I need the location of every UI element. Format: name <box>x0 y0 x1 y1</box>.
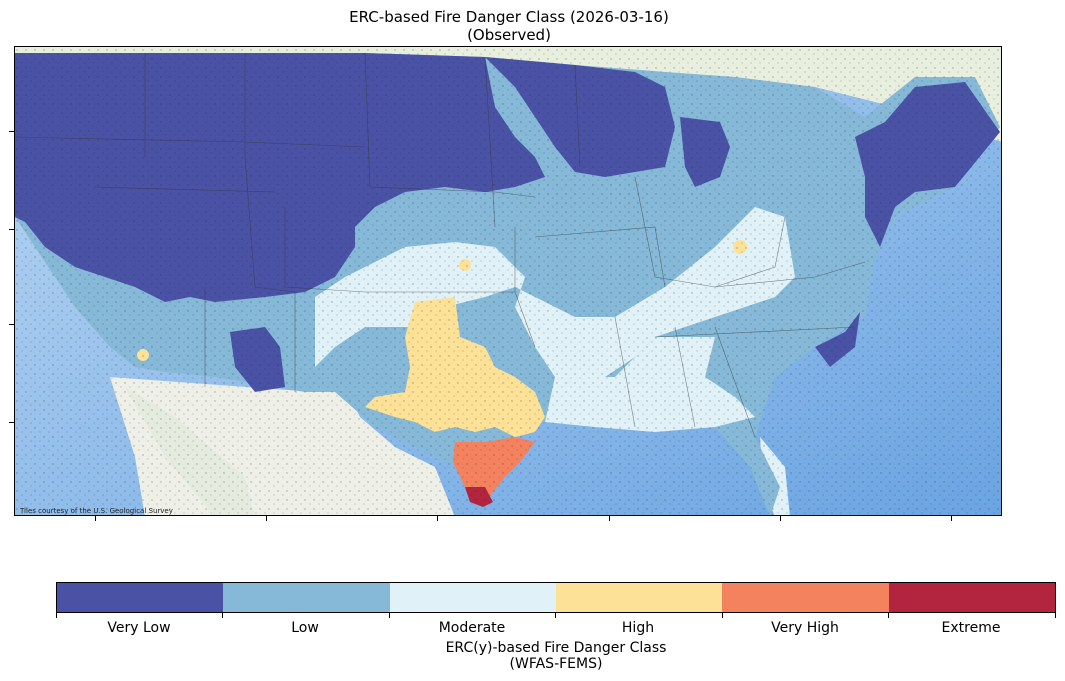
colorbar-label-moderate: Moderate <box>438 620 506 636</box>
station-dots <box>15 47 1001 515</box>
fire-danger-map <box>15 47 1001 515</box>
colorbar-tick <box>56 613 57 618</box>
colorbar-segment-very-low <box>57 583 224 612</box>
colorbar-segment-extreme <box>888 583 1055 612</box>
x-tick <box>780 516 781 521</box>
y-tick <box>9 324 14 325</box>
colorbar-segment-moderate <box>389 583 556 612</box>
map-title: ERC-based Fire Danger Class (2026-03-16) <box>349 8 669 26</box>
colorbar-tick <box>1055 613 1056 618</box>
colorbar-label-very-high: Very High <box>771 620 839 636</box>
x-tick <box>266 516 267 521</box>
colorbar-label-very-low: Very Low <box>107 620 171 636</box>
colorbar <box>56 582 1056 613</box>
state-borders <box>15 52 866 438</box>
y-tick <box>9 229 14 230</box>
colorbar-tick <box>722 613 723 618</box>
colorbar-segment-high <box>555 583 723 612</box>
colorbar-segment-low <box>223 583 390 612</box>
y-tick <box>9 131 14 132</box>
colorbar-label-low: Low <box>291 620 319 636</box>
colorbar-tick <box>222 613 223 618</box>
x-tick <box>437 516 438 521</box>
colorbar-tick <box>555 613 556 618</box>
x-tick <box>951 516 952 521</box>
colorbar-tick <box>888 613 889 618</box>
x-tick <box>95 516 96 521</box>
colorbar-title: ERC(y)-based Fire Danger Class <box>445 640 667 656</box>
map-subtitle: (Observed) <box>467 26 551 44</box>
y-tick <box>9 422 14 423</box>
colorbar-subtitle: (WFAS-FEMS) <box>509 656 603 672</box>
tile-attribution: Tiles courtesy of the U.S. Geological Su… <box>20 507 173 515</box>
colorbar-segment-very-high <box>722 583 889 612</box>
x-tick <box>609 516 610 521</box>
colorbar-tick <box>389 613 390 618</box>
map-panel <box>14 46 1002 516</box>
colorbar-label-extreme: Extreme <box>941 620 1001 636</box>
colorbar-label-high: High <box>621 620 655 636</box>
